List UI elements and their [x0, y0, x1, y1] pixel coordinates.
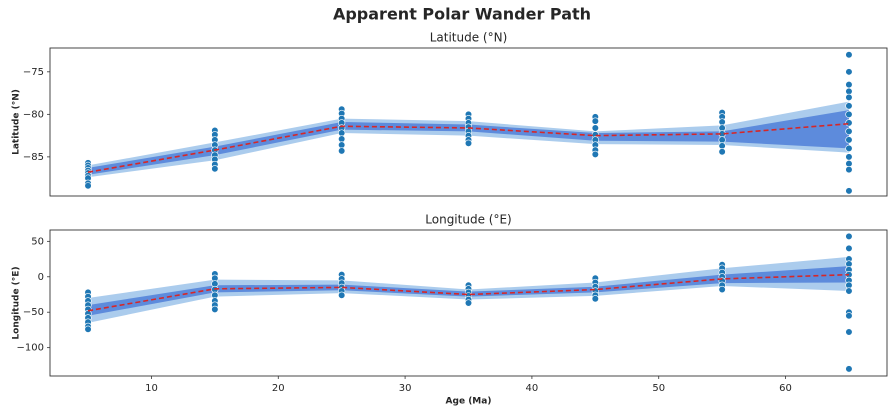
- data-point: [845, 160, 853, 168]
- y-tick-label: −100: [17, 343, 44, 354]
- data-point: [845, 365, 853, 373]
- x-tick-label: 10: [145, 383, 158, 394]
- data-point: [845, 144, 853, 152]
- data-point: [845, 110, 853, 118]
- data-point: [718, 124, 726, 132]
- y-tick-label: −50: [23, 307, 44, 318]
- x-tick-label: 20: [272, 383, 285, 394]
- data-point: [718, 148, 726, 156]
- y-tick-label: 0: [38, 272, 44, 283]
- mean-line: [87, 273, 849, 312]
- data-point: [718, 142, 726, 150]
- data-point: [84, 325, 92, 333]
- subplot-title: Latitude (°N): [430, 31, 508, 45]
- data-point: [464, 139, 473, 147]
- data-point: [845, 166, 853, 174]
- data-point: [84, 182, 92, 190]
- data-point: [845, 68, 853, 76]
- data-point: [338, 129, 346, 137]
- data-point: [845, 51, 853, 59]
- y-tick-label: −80: [23, 109, 44, 120]
- x-tick-label: 60: [779, 383, 792, 394]
- y-tick-label: 50: [31, 236, 44, 247]
- axes-frame: [49, 229, 888, 377]
- y-tick-label: −75: [23, 67, 44, 78]
- data-point: [338, 141, 346, 149]
- data-point: [845, 87, 853, 95]
- data-point: [591, 117, 599, 125]
- data-point: [211, 305, 219, 313]
- data-point: [338, 135, 346, 143]
- x-axis-label: Age (Ma): [446, 397, 492, 407]
- data-point: [845, 153, 853, 161]
- axes-frame: [49, 47, 888, 197]
- x-tick-label: 30: [399, 383, 412, 394]
- data-point: [718, 136, 726, 144]
- data-point: [845, 119, 853, 127]
- data-point: [591, 150, 599, 158]
- data-point: [845, 232, 853, 240]
- data-point: [845, 187, 853, 195]
- data-point: [338, 147, 346, 155]
- data-point: [464, 299, 473, 307]
- data-point: [718, 285, 726, 294]
- subplot-title: Longitude (°E): [425, 213, 511, 227]
- y-axis-label: Latitude (°N): [12, 89, 22, 155]
- data-point: [845, 80, 853, 89]
- y-tick-label: −85: [23, 152, 44, 163]
- x-tick-label: 50: [652, 383, 665, 394]
- x-tick-label: 40: [526, 383, 539, 394]
- confidence-band: [88, 110, 849, 175]
- figure-title: Apparent Polar Wander Path: [333, 5, 591, 24]
- data-point: [845, 102, 853, 110]
- mean-line: [87, 122, 850, 173]
- data-point: [845, 287, 853, 295]
- data-point: [845, 244, 853, 253]
- data-point: [845, 127, 853, 135]
- data-point: [845, 93, 853, 101]
- data-point: [845, 136, 853, 144]
- data-point: [211, 165, 219, 173]
- y-axis-label: Longitude (°E): [12, 266, 22, 339]
- confidence-band: [88, 266, 849, 316]
- data-point: [845, 328, 853, 336]
- data-point: [718, 118, 726, 126]
- data-point: [845, 312, 853, 320]
- data-point: [591, 295, 599, 303]
- data-point: [338, 291, 346, 299]
- data-point: [591, 124, 599, 132]
